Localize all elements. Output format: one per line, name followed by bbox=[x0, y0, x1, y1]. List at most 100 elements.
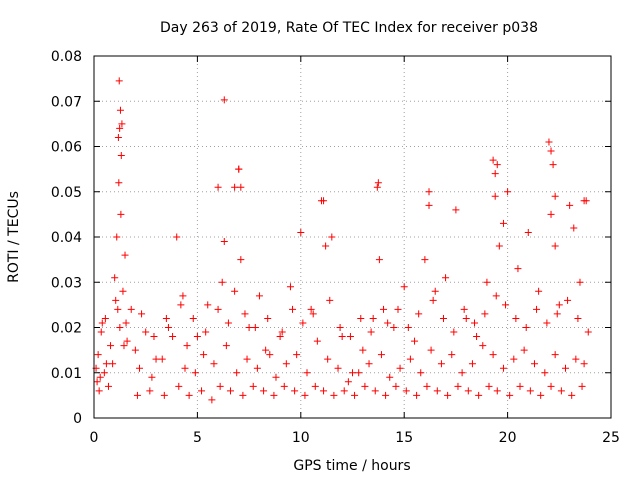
data-point bbox=[427, 346, 435, 354]
x-axis-title: GPS time / hours bbox=[293, 458, 410, 474]
data-point bbox=[475, 391, 483, 399]
data-point bbox=[431, 287, 439, 295]
data-point bbox=[303, 369, 311, 377]
data-point bbox=[442, 274, 450, 282]
data-point bbox=[374, 179, 382, 187]
data-point bbox=[231, 287, 239, 295]
data-point bbox=[104, 382, 112, 390]
data-point bbox=[555, 301, 563, 309]
data-point bbox=[415, 310, 423, 318]
data-point bbox=[214, 183, 222, 191]
data-point bbox=[235, 165, 243, 173]
data-point bbox=[152, 355, 160, 363]
data-point bbox=[373, 183, 381, 191]
data-point bbox=[282, 360, 290, 368]
data-point bbox=[121, 251, 129, 259]
axis-ticks bbox=[93, 55, 612, 419]
data-point bbox=[245, 324, 253, 331]
data-point bbox=[450, 328, 458, 336]
data-point bbox=[278, 328, 286, 336]
x-tick-label: 5 bbox=[193, 430, 202, 446]
data-point bbox=[394, 305, 402, 313]
data-point bbox=[251, 324, 259, 331]
data-point bbox=[340, 387, 348, 395]
data-point bbox=[406, 355, 414, 363]
y-axis-title: ROTI / TECUs bbox=[6, 191, 22, 283]
data-point bbox=[439, 314, 447, 322]
data-point bbox=[117, 152, 125, 160]
data-point bbox=[460, 305, 468, 313]
y-tick-labels: 0 0.01 0.02 0.03 0.04 0.05 0.06 0.07 0.08 bbox=[51, 49, 82, 427]
data-point bbox=[485, 382, 493, 390]
y-tick-label: 0.06 bbox=[51, 140, 82, 156]
data-point bbox=[553, 310, 561, 318]
data-point bbox=[448, 351, 456, 359]
data-point bbox=[119, 287, 127, 295]
x-tick-label: 15 bbox=[395, 430, 413, 446]
data-point bbox=[425, 188, 433, 196]
data-point bbox=[361, 382, 369, 390]
data-point bbox=[377, 351, 385, 359]
data-point bbox=[551, 192, 559, 200]
data-point bbox=[468, 360, 476, 368]
data-point bbox=[483, 278, 491, 286]
data-point bbox=[320, 197, 328, 205]
data-point bbox=[390, 324, 398, 331]
data-point bbox=[175, 382, 183, 390]
data-point bbox=[118, 120, 126, 128]
data-point bbox=[336, 324, 344, 331]
data-point bbox=[382, 391, 390, 399]
data-point bbox=[111, 274, 119, 282]
data-point bbox=[549, 161, 557, 169]
data-point bbox=[547, 147, 555, 155]
data-point bbox=[193, 333, 201, 341]
data-point bbox=[357, 314, 365, 322]
data-point bbox=[97, 328, 105, 336]
data-point bbox=[158, 355, 166, 363]
data-point bbox=[210, 360, 218, 368]
data-point bbox=[114, 133, 122, 141]
data-point bbox=[220, 238, 228, 246]
data-point bbox=[94, 351, 102, 359]
data-point bbox=[107, 342, 115, 350]
data-point bbox=[545, 138, 553, 146]
data-point bbox=[479, 342, 487, 350]
data-points bbox=[92, 77, 592, 404]
data-point bbox=[522, 324, 530, 331]
data-point bbox=[173, 233, 181, 241]
data-point bbox=[568, 391, 576, 399]
y-tick-label: 0.01 bbox=[51, 366, 82, 382]
data-point bbox=[502, 301, 510, 309]
data-point bbox=[452, 206, 460, 214]
data-point bbox=[272, 373, 280, 381]
data-point bbox=[255, 292, 263, 300]
data-point bbox=[123, 337, 131, 345]
data-point bbox=[417, 369, 425, 377]
data-point bbox=[402, 387, 410, 395]
data-point bbox=[289, 305, 297, 313]
data-point bbox=[93, 378, 101, 386]
data-point bbox=[160, 391, 168, 399]
data-point bbox=[433, 387, 441, 395]
data-point bbox=[551, 242, 559, 250]
data-point bbox=[454, 382, 462, 390]
data-point bbox=[309, 310, 317, 318]
data-point bbox=[458, 369, 466, 377]
data-point bbox=[218, 278, 226, 286]
data-point bbox=[214, 305, 222, 313]
data-point bbox=[566, 201, 574, 209]
data-point bbox=[276, 333, 284, 341]
data-point bbox=[578, 382, 586, 390]
data-point bbox=[462, 314, 470, 322]
data-point bbox=[122, 319, 130, 327]
x-tick-label: 10 bbox=[292, 430, 310, 446]
data-point bbox=[495, 242, 503, 250]
data-point bbox=[351, 391, 359, 399]
data-point bbox=[237, 256, 245, 264]
y-tick-label: 0.04 bbox=[51, 230, 82, 246]
data-point bbox=[557, 387, 565, 395]
data-point bbox=[371, 387, 379, 395]
data-point bbox=[535, 287, 543, 295]
data-point bbox=[324, 355, 332, 363]
